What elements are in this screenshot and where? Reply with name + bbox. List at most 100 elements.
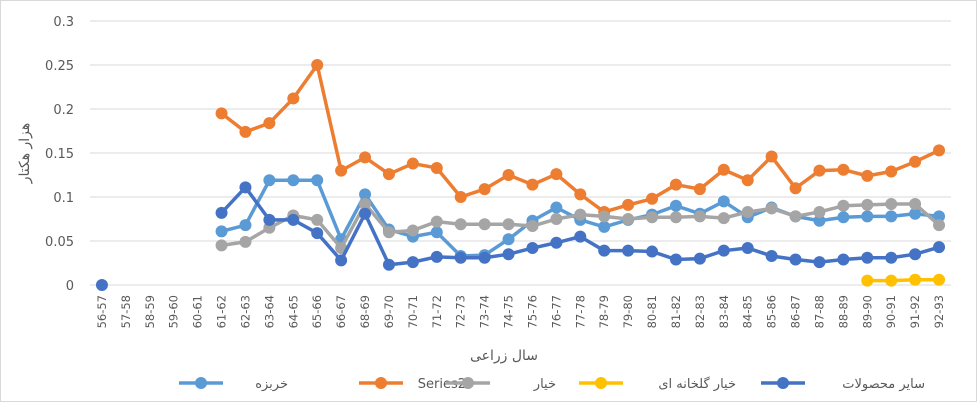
- legend-item: Series2: [359, 377, 466, 392]
- x-tick-label: 88-89: [836, 295, 850, 328]
- data-point: [335, 164, 348, 177]
- data-point: [311, 213, 324, 226]
- data-point: [215, 107, 228, 120]
- data-point: [909, 248, 922, 261]
- data-point: [406, 224, 419, 237]
- x-axis-ticks: 56-57 57-58 58-59 59-60 60-61 61-62 62-63 63-64…: [95, 295, 946, 328]
- data-point: [550, 236, 563, 249]
- data-point: [382, 168, 395, 181]
- data-point: [454, 251, 467, 264]
- data-point: [717, 195, 730, 208]
- x-tick-label: 60-61: [191, 295, 205, 328]
- x-tick-label: 65-66: [310, 295, 324, 328]
- legend-label: خیار: [533, 377, 556, 392]
- legend-label: خیار گلخانه ای: [658, 376, 736, 392]
- data-point: [669, 199, 682, 212]
- legend-label: سایر محصولات: [842, 377, 925, 392]
- data-point: [430, 161, 443, 174]
- x-tick-label: 64-65: [286, 295, 300, 328]
- data-point: [933, 144, 946, 157]
- data-point: [717, 212, 730, 225]
- x-tick-label: 82-83: [693, 295, 707, 328]
- data-point: [502, 233, 515, 246]
- data-point: [765, 202, 778, 215]
- x-tick-label: 62-63: [238, 295, 252, 328]
- data-point: [359, 151, 372, 164]
- data-point: [215, 206, 228, 219]
- data-point: [885, 251, 898, 264]
- series-group: [95, 181, 946, 291]
- data-point: [861, 274, 874, 287]
- legend-item: خربزه: [179, 377, 288, 392]
- y-tick-label: 0.25: [45, 59, 74, 74]
- data-point: [311, 59, 324, 71]
- data-point: [885, 198, 898, 211]
- x-tick-label: 80-81: [645, 295, 659, 328]
- series-group: [215, 59, 946, 218]
- data-point: [789, 182, 802, 195]
- data-point: [885, 210, 898, 223]
- data-point: [430, 226, 443, 239]
- x-tick-label: 72-73: [454, 295, 468, 328]
- x-tick-label: 90-91: [884, 295, 898, 328]
- data-point: [263, 213, 276, 226]
- legend-point-marker: [375, 377, 387, 389]
- data-point: [765, 150, 778, 163]
- x-tick-label: 58-59: [143, 295, 157, 328]
- data-point: [335, 254, 348, 267]
- data-point: [574, 208, 587, 221]
- data-point: [502, 218, 515, 231]
- data-point: [646, 192, 659, 205]
- data-point: [430, 250, 443, 263]
- series-group: [861, 273, 946, 287]
- data-point: [359, 207, 372, 220]
- x-tick-label: 77-78: [573, 295, 587, 328]
- data-point: [693, 252, 706, 265]
- legend-point-marker: [462, 377, 474, 389]
- data-point: [837, 211, 850, 224]
- data-point: [311, 227, 324, 240]
- data-point: [598, 244, 611, 257]
- data-point: [478, 218, 491, 231]
- data-point: [311, 174, 324, 187]
- x-tick-label: 74-75: [502, 295, 516, 328]
- data-point: [263, 174, 276, 187]
- y-axis-ticks: 0 0.05 0.1 0.15 0.2 0.25 0.3: [45, 15, 74, 294]
- data-point: [287, 174, 300, 187]
- series-group: [215, 198, 946, 255]
- data-point: [502, 248, 515, 261]
- x-tick-label: 84-85: [741, 295, 755, 328]
- data-point: [861, 210, 874, 223]
- data-point: [837, 253, 850, 266]
- x-tick-label: 83-84: [717, 295, 731, 328]
- y-tick-label: 0.1: [53, 191, 74, 206]
- data-point: [550, 213, 563, 225]
- data-point: [669, 178, 682, 191]
- data-point: [861, 169, 874, 182]
- data-point: [741, 205, 754, 218]
- data-point: [574, 188, 587, 201]
- legend-point-marker: [195, 377, 207, 389]
- data-point: [287, 213, 300, 226]
- x-tick-label: 61-62: [215, 295, 229, 328]
- x-tick-label: 70-71: [406, 295, 420, 328]
- data-point: [861, 198, 874, 211]
- y-tick-label: 0: [66, 279, 74, 294]
- legend-point-marker: [777, 377, 789, 389]
- data-point: [741, 174, 754, 187]
- data-point: [239, 235, 252, 248]
- data-point: [813, 256, 826, 269]
- y-axis-title: هزار هکتار: [17, 123, 33, 185]
- data-point: [454, 191, 467, 203]
- data-point: [263, 117, 276, 130]
- x-tick-label: 59-60: [167, 295, 181, 328]
- x-tick-label: 56-57: [95, 295, 109, 328]
- x-tick-label: 76-77: [549, 295, 563, 328]
- x-tick-label: 78-79: [597, 295, 611, 328]
- legend-item: خیار: [446, 377, 556, 392]
- x-tick-label: 91-92: [908, 295, 922, 328]
- data-point: [287, 92, 300, 105]
- data-point: [622, 244, 635, 257]
